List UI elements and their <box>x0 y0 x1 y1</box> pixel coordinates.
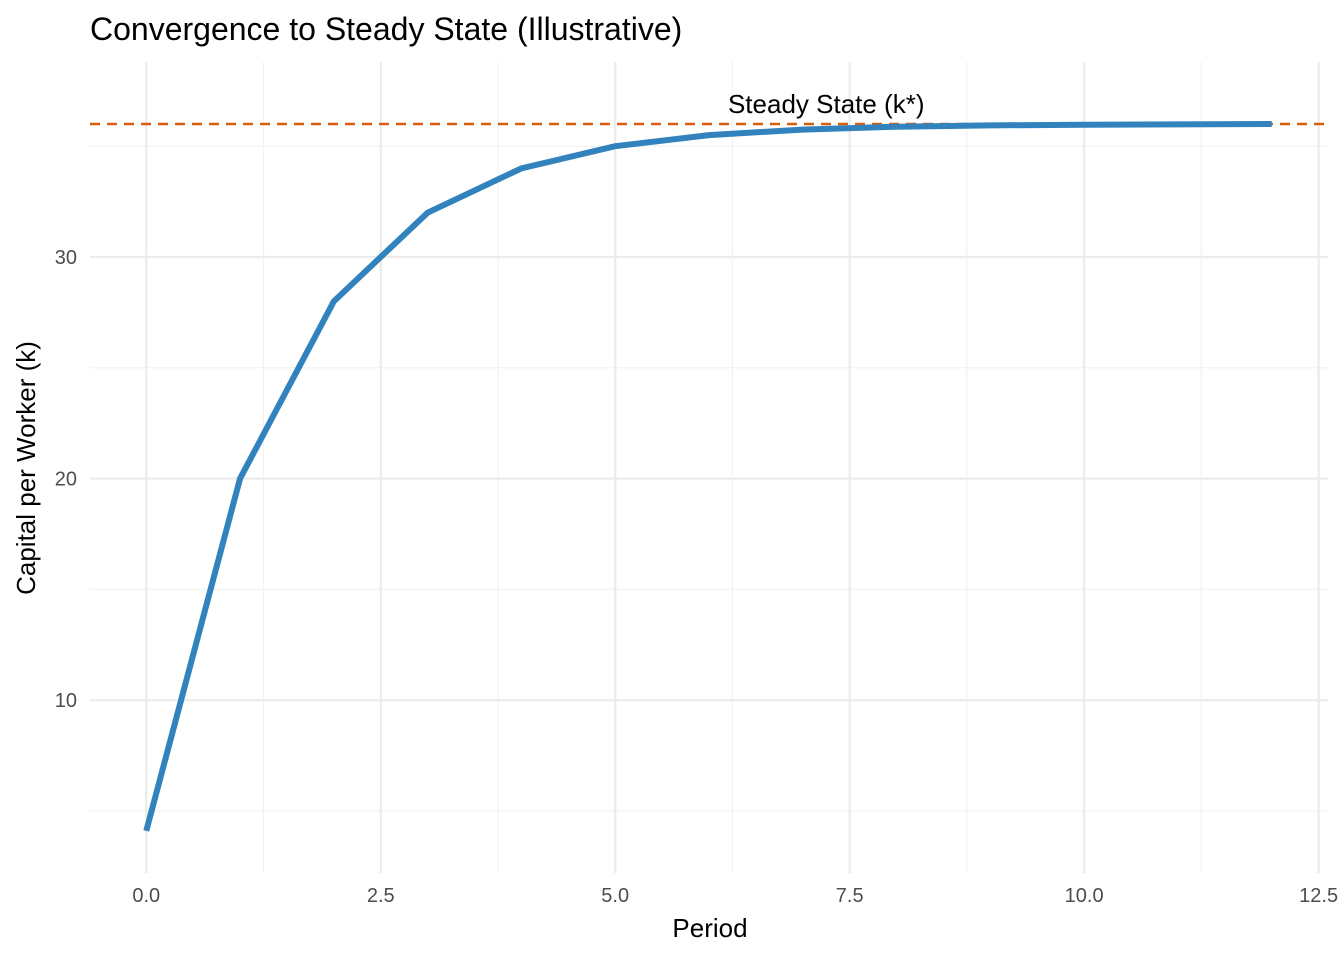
y-tick-label-1: 20 <box>55 469 77 491</box>
grid-lines <box>90 62 1328 873</box>
y-tick-label-2: 30 <box>55 247 77 269</box>
series-line-0 <box>143 121 1272 832</box>
y-tick-label-0: 10 <box>55 690 77 712</box>
x-tick-label-1: 2.5 <box>367 885 395 907</box>
y-axis-label: Capital per Worker (k) <box>11 341 41 595</box>
x-tick-label-0: 0.0 <box>132 885 160 907</box>
chart-title: Convergence to Steady State (Illustrativ… <box>90 11 682 47</box>
x-axis-label: Period <box>672 913 747 943</box>
x-tick-label-2: 5.0 <box>601 885 629 907</box>
steady-state-reference: Steady State (k*) <box>90 89 1328 126</box>
series-layer <box>143 121 1272 832</box>
steady-state-label: Steady State (k*) <box>728 89 925 119</box>
tick-labels: 0.0 2.5 5.0 7.5 10.0 12.5 10 20 30 <box>55 247 1338 907</box>
x-tick-label-4: 10.0 <box>1065 885 1104 907</box>
x-tick-label-3: 7.5 <box>836 885 864 907</box>
x-tick-label-5: 12.5 <box>1299 885 1338 907</box>
